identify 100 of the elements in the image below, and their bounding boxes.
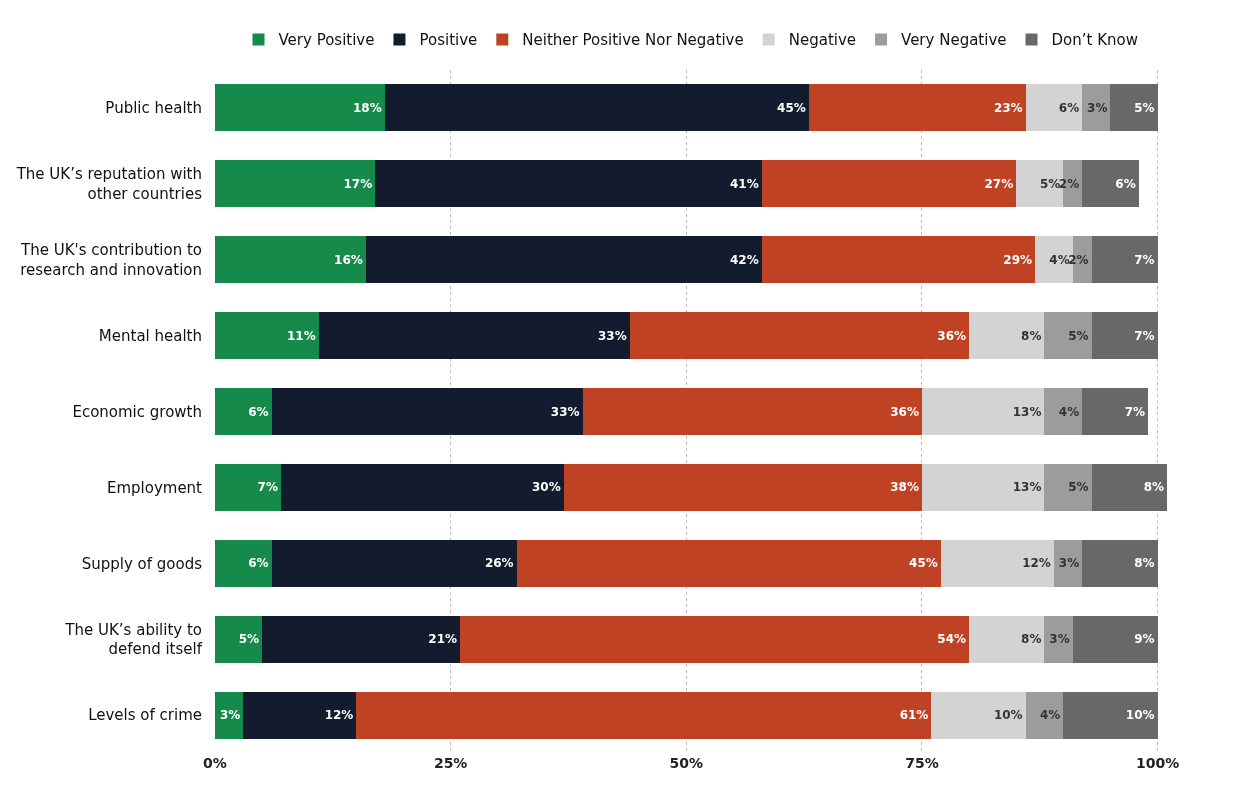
- x-tick-label: 50%: [669, 755, 704, 771]
- bar: [1044, 312, 1092, 360]
- legend-label: Negative: [788, 31, 857, 50]
- data-label: 16%: [334, 252, 363, 267]
- bar: [384, 84, 809, 132]
- legend-label: Neither Positive Nor Negative: [522, 31, 744, 50]
- bar: [365, 236, 762, 284]
- bar: [940, 539, 1054, 587]
- bar: [215, 312, 319, 360]
- data-label: 30%: [532, 480, 561, 495]
- data-label: 54%: [937, 632, 967, 647]
- bar: [280, 463, 564, 511]
- data-label: 3%: [1049, 632, 1070, 647]
- data-label: 33%: [598, 328, 627, 343]
- data-label: 2%: [1058, 176, 1080, 191]
- data-label: 5%: [1068, 328, 1089, 343]
- data-label: 7%: [1134, 328, 1155, 343]
- bar: [1082, 539, 1158, 587]
- y-tick-label: The UK’s ability to defend itself: [64, 620, 203, 659]
- bar: [1072, 615, 1158, 663]
- data-label: 3%: [1087, 100, 1108, 115]
- bar: [921, 387, 1045, 436]
- data-label: 45%: [909, 556, 938, 571]
- bar: [375, 160, 762, 208]
- data-label: 9%: [1134, 632, 1155, 647]
- bar: [1091, 312, 1158, 360]
- legend-label: Very Negative: [901, 31, 1007, 50]
- bar: [1091, 463, 1167, 511]
- x-tick-label: 100%: [1135, 755, 1180, 771]
- bar: [215, 236, 366, 284]
- bar: [761, 236, 1036, 284]
- bar: [1082, 84, 1111, 132]
- data-label: 10%: [1125, 708, 1155, 723]
- x-tick-label: 25%: [433, 755, 468, 771]
- data-label: 6%: [248, 404, 269, 419]
- data-label: 36%: [937, 328, 967, 343]
- data-label: 12%: [324, 708, 354, 723]
- data-label: 8%: [1021, 328, 1042, 343]
- data-label: 7%: [257, 480, 278, 495]
- data-label: 3%: [1058, 556, 1080, 571]
- data-label: 11%: [286, 328, 316, 343]
- data-label: 4%: [1039, 708, 1061, 723]
- data-label: 36%: [890, 404, 919, 419]
- y-tick-label: The UK's contribution to research and innovation: [20, 241, 202, 279]
- bar: [1091, 236, 1158, 284]
- data-label: 41%: [729, 176, 759, 191]
- bar: [582, 387, 922, 436]
- data-label: 6%: [1115, 176, 1136, 191]
- bar: [271, 387, 583, 436]
- bar: [516, 539, 941, 587]
- bar: [1025, 691, 1064, 739]
- bar: [1044, 387, 1083, 436]
- data-label: 8%: [1143, 480, 1164, 495]
- bar: [563, 463, 922, 511]
- bar: [215, 539, 272, 587]
- bar: [215, 691, 244, 739]
- data-label: 13%: [1012, 404, 1042, 419]
- data-label: 27%: [984, 176, 1014, 191]
- bar: [215, 84, 385, 132]
- y-tick-label: Supply of goods: [81, 554, 203, 573]
- bar: [808, 84, 1026, 132]
- y-tick-label: Economic growth: [72, 402, 202, 421]
- bar: [460, 615, 970, 663]
- bar: [1044, 615, 1073, 663]
- data-label: 61%: [899, 708, 929, 723]
- bar: [215, 463, 281, 511]
- data-label: 4%: [1058, 404, 1080, 419]
- data-label: 2%: [1068, 252, 1089, 267]
- data-label: 7%: [1134, 252, 1155, 267]
- data-label: 21%: [428, 632, 458, 647]
- y-tick-label: Levels of crime: [88, 706, 202, 725]
- data-label: 18%: [352, 100, 382, 115]
- y-tick-label: Employment: [106, 478, 203, 497]
- data-label: 5%: [1068, 480, 1089, 495]
- bar: [318, 312, 630, 360]
- data-label: 38%: [890, 480, 919, 495]
- data-label: 7%: [1124, 404, 1146, 419]
- data-label: 26%: [484, 556, 514, 571]
- bar: [215, 387, 272, 436]
- bar: [1063, 691, 1158, 739]
- bar: [969, 615, 1045, 663]
- bar: [629, 312, 970, 360]
- data-label: 45%: [777, 100, 806, 115]
- data-label: 42%: [729, 252, 759, 267]
- x-tick-label: 0%: [203, 755, 227, 771]
- y-tick-label: Public health: [105, 99, 202, 118]
- bar: [1082, 160, 1139, 208]
- legend-label: Positive: [419, 31, 478, 50]
- y-tick-label: The UK’s reputation with other countries: [15, 165, 203, 203]
- bar: [921, 463, 1045, 511]
- data-label: 6%: [1058, 100, 1080, 115]
- bar: [215, 160, 376, 208]
- data-label: 3%: [219, 708, 241, 723]
- bar: [243, 691, 357, 739]
- data-label: 5%: [1134, 100, 1155, 115]
- bar: [1053, 539, 1083, 587]
- data-label: 23%: [993, 100, 1023, 115]
- data-label: 29%: [1003, 252, 1033, 267]
- data-label: 6%: [248, 556, 269, 571]
- bar: [931, 691, 1026, 739]
